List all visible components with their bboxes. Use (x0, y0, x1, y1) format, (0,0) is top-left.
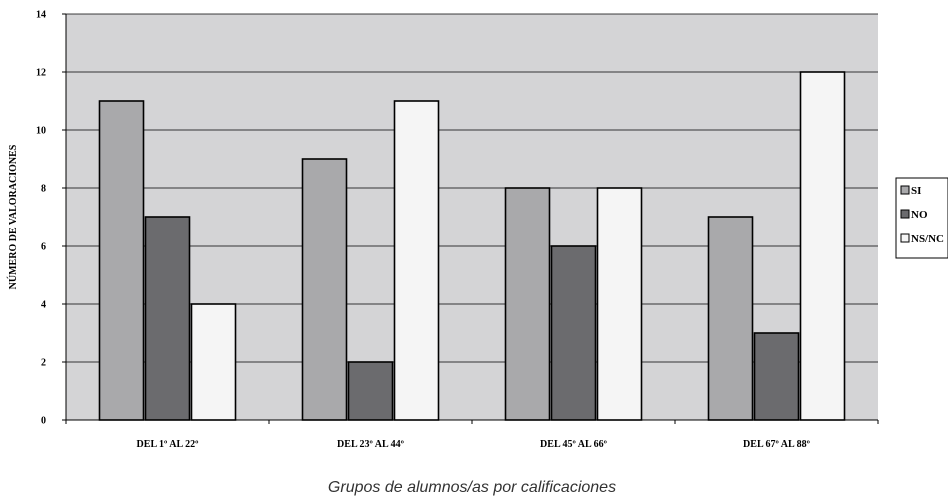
y-ticks: 0 2 4 6 8 10 12 14 (36, 10, 66, 427)
legend-swatch-ns-nc (900, 233, 910, 243)
bar-ns-nc-3 (596, 187, 643, 421)
y-tick-label: 4 (41, 300, 46, 311)
bar-no-4 (753, 332, 800, 421)
legend-label-si: SI (911, 185, 921, 197)
y-tick-label: 14 (36, 10, 46, 21)
x-tick-label: DEL 45º AL 66º (540, 439, 608, 450)
legend-label-no: NO (911, 209, 928, 221)
legend-swatch-si (900, 185, 910, 195)
x-tick-label: DEL 23º AL 44º (337, 439, 405, 450)
y-tick-label: 0 (41, 416, 46, 427)
x-tick-label: DEL 67º AL 88º (743, 439, 811, 450)
legend: SI NO NS/NC (895, 177, 948, 259)
bar-no-2 (347, 361, 394, 421)
y-axis-label: NÚMERO DE VALORACIONES (7, 144, 19, 289)
bar-ns-nc-1 (190, 303, 237, 421)
bar-si-4 (707, 216, 754, 421)
bar-si-2 (301, 158, 348, 421)
x-tick-label: DEL 1º AL 22º (137, 439, 200, 450)
bar-no-1 (144, 216, 191, 421)
legend-swatch-no (900, 209, 910, 219)
y-tick-label: 6 (41, 242, 46, 253)
bar-si-3 (504, 187, 551, 421)
bar-ns-nc-4 (799, 71, 846, 421)
bar-si-1 (98, 100, 145, 421)
x-ticks: DEL 1º AL 22º DEL 23º AL 44º DEL 45º AL 66… (65, 420, 879, 450)
y-tick-label: 12 (36, 68, 46, 79)
bar-ns-nc-2 (393, 100, 440, 421)
y-tick-label: 2 (41, 358, 46, 369)
bar-no-3 (550, 245, 597, 421)
y-tick-label: 10 (36, 126, 46, 137)
legend-label-ns-nc: NS/NC (911, 233, 944, 245)
x-axis-label: Grupos de alumnos/as por calificaciones (328, 479, 616, 496)
y-tick-label: 8 (41, 184, 46, 195)
